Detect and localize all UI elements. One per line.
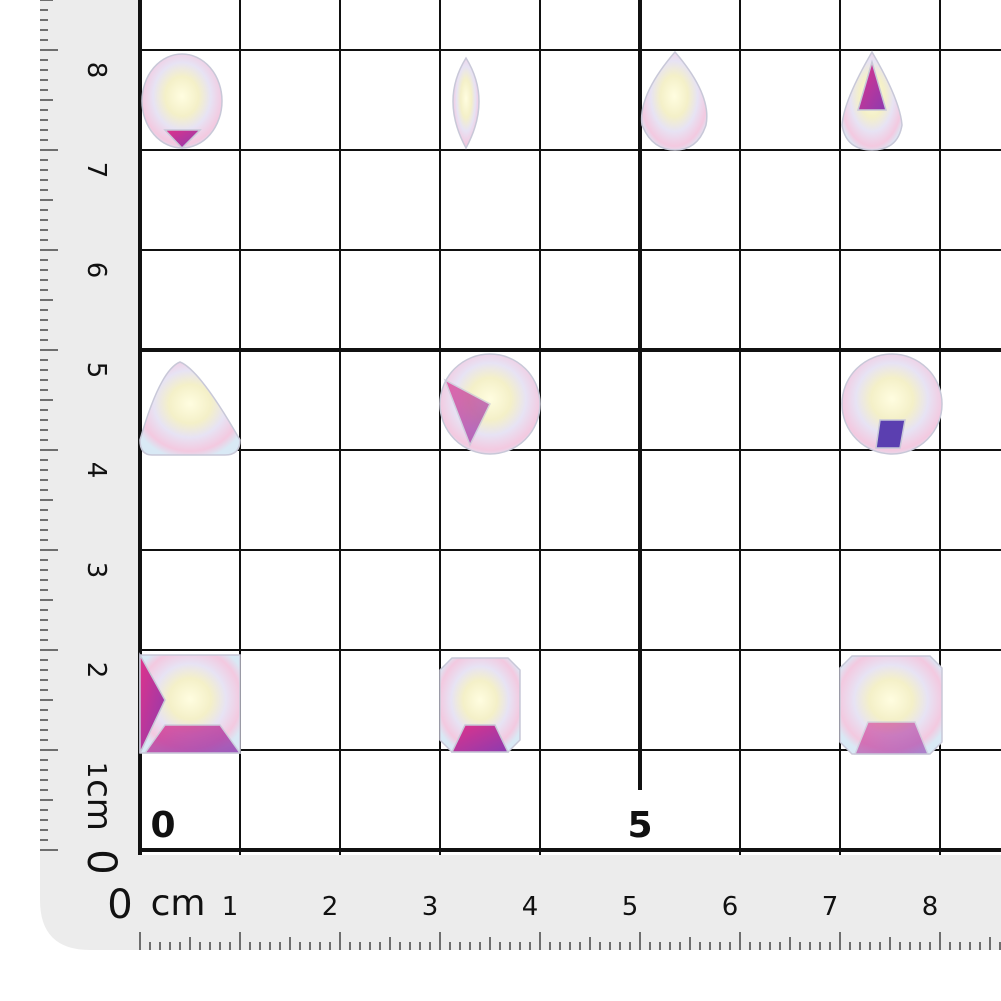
ruler-label: 2 [81, 662, 111, 679]
ruler-ticks [40, 0, 1001, 950]
ruler-label: 7 [81, 162, 111, 179]
gem-facet [143, 724, 242, 754]
gem-facet [875, 419, 906, 449]
ruler-label: 5 [81, 362, 111, 379]
ruler-label: 1 [81, 762, 111, 779]
ruler-label: 4 [522, 892, 539, 922]
grid [138, 0, 1001, 855]
gem-facet [443, 378, 491, 447]
ruler-label: 5 [622, 892, 639, 922]
labels: 0 1 2 3 4 5 6 7 8 cm 0 1 2 3 4 5 6 7 8 cm 0 5 [78, 62, 938, 928]
ruler-label: 8 [81, 62, 111, 79]
ruler-unit: cm [79, 779, 119, 831]
ruler-label: 3 [81, 562, 111, 579]
ruler-label: 0 [107, 882, 132, 928]
gem [452, 56, 480, 150]
gems [139, 50, 943, 755]
ruler [40, 0, 1001, 950]
ruler-label: 3 [422, 892, 439, 922]
ruler-label: 2 [322, 892, 339, 922]
gem-facet [853, 721, 930, 755]
ruler-label: 8 [922, 892, 939, 922]
gem-facet [857, 59, 887, 111]
gem [640, 50, 708, 151]
ruler-label: 1 [222, 892, 239, 922]
gem [841, 353, 943, 455]
gem-facet [450, 724, 510, 753]
ruler-label: 6 [722, 892, 739, 922]
ruler-unit: cm [151, 883, 206, 924]
ruler-label: 7 [822, 892, 839, 922]
gem-facet [139, 652, 166, 754]
gem-facet [163, 129, 202, 150]
grid-label: 0 [150, 805, 175, 846]
ruler-label: 0 [78, 849, 124, 874]
gem [139, 361, 241, 456]
grid-label: 5 [627, 805, 652, 846]
ruler-label: 4 [81, 462, 111, 479]
ruler-label: 6 [81, 262, 111, 279]
